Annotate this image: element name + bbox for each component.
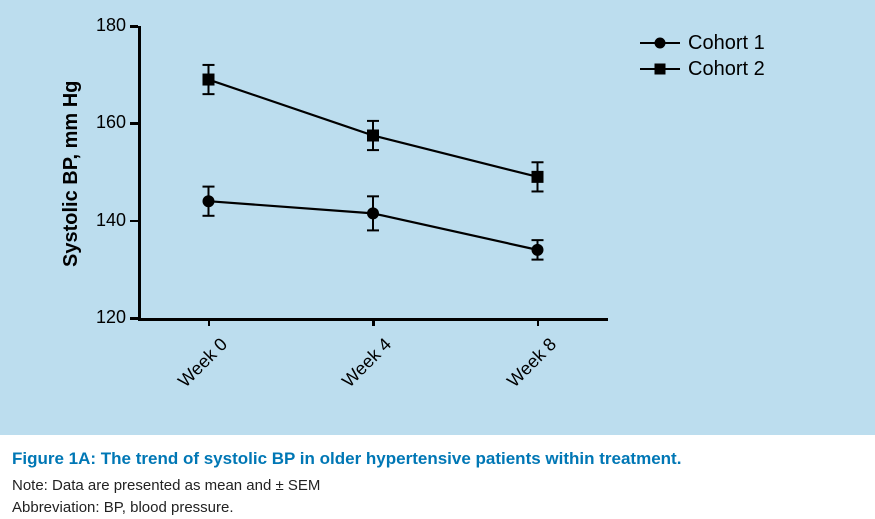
legend-label: Cohort 1 — [688, 32, 765, 55]
plot-area — [138, 26, 608, 318]
y-tick-label: 120 — [78, 307, 126, 328]
caption-note: Note: Data are presented as mean and ± S… — [12, 475, 863, 497]
y-tick-label: 180 — [78, 15, 126, 36]
caption-abbrev: Abbreviation: BP, blood pressure. — [12, 497, 863, 519]
y-tick-label: 160 — [78, 112, 126, 133]
chart-background: Systolic BP, mm Hg Cohort 1 Cohort 2 120 1… — [0, 0, 875, 435]
figure-caption: Figure 1A: The trend of systolic BP in o… — [0, 435, 875, 519]
y-tick-label: 140 — [78, 210, 126, 231]
figure-container: Systolic BP, mm Hg Cohort 1 Cohort 2 120 1… — [0, 0, 875, 519]
legend: Cohort 1 Cohort 2 — [640, 30, 765, 82]
circle-marker-icon — [655, 38, 666, 49]
caption-title: Figure 1A: The trend of systolic BP in o… — [12, 449, 863, 469]
legend-item: Cohort 1 — [640, 30, 765, 56]
legend-label: Cohort 2 — [688, 58, 765, 81]
square-marker-icon — [655, 64, 666, 75]
y-axis-label: Systolic BP, mm Hg — [60, 81, 83, 267]
legend-item: Cohort 2 — [640, 56, 765, 82]
